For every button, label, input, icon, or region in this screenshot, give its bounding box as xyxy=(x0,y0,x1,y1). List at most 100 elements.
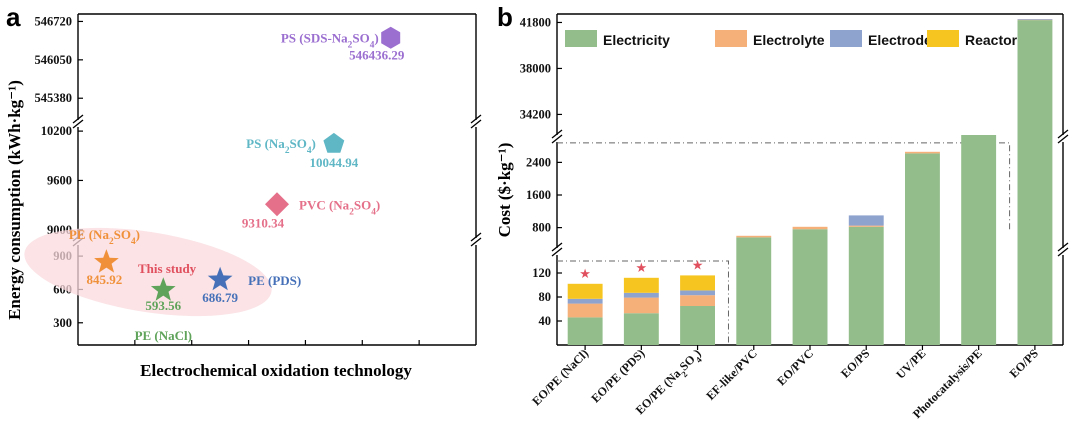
panel-a-xlabel: Electrochemical oxidation technology xyxy=(140,361,412,380)
bar-segment-electricity xyxy=(623,313,659,345)
category-label-group: UV/PE xyxy=(893,346,928,381)
right-axis-break xyxy=(470,232,482,242)
bar-segment-reactor xyxy=(680,275,715,291)
y-tick-label: 545380 xyxy=(35,91,73,105)
panel-b-legend: Electricity Electrolyte Electrode Reactor xyxy=(565,30,1018,48)
point-marker xyxy=(323,132,345,153)
category-label: EO/PS xyxy=(1007,346,1042,381)
category-label: EF-like/PVC xyxy=(703,346,760,403)
y-axis-break xyxy=(72,119,84,129)
point-marker xyxy=(94,249,119,273)
y-tick-label: 2400 xyxy=(526,155,551,169)
bar-segment-reactor xyxy=(623,277,659,293)
panel-a-letter: a xyxy=(6,2,21,32)
y-tick-label: 10200 xyxy=(41,124,72,138)
y-tick-label: 38000 xyxy=(520,61,551,75)
star-marker: ★ xyxy=(579,266,591,281)
point-name-label: PE (Na2SO4) xyxy=(69,227,140,247)
panel-a-frame xyxy=(72,13,482,346)
category-label: EO/PVC xyxy=(774,346,816,388)
right-axis-break xyxy=(1057,129,1069,139)
right-axis-break xyxy=(1057,134,1069,144)
y-tick-label: 800 xyxy=(532,221,551,235)
panel-b: b 40 80 120 800 1600 2400 34200 38000 41800 ★ ★ ★ … xyxy=(495,2,1069,421)
y-tick-label: 1600 xyxy=(526,188,551,202)
bar-segment-electricity xyxy=(736,237,772,345)
category-label-group: EO/PS xyxy=(838,346,873,381)
y-tick-label: 9600 xyxy=(47,173,72,187)
panel-a-ylabel: Energy consumption (kWh·kg⁻¹) xyxy=(5,80,24,320)
panel-b-bars: ★ ★ ★ xyxy=(567,19,1053,345)
y-tick-label: 40 xyxy=(539,314,552,328)
point-value-label: 10044.94 xyxy=(309,155,358,170)
point-name-label: PE (PDS) xyxy=(248,273,301,288)
y-axis-break xyxy=(551,129,563,139)
point-marker xyxy=(265,192,289,217)
star-marker: ★ xyxy=(692,257,704,272)
right-axis-break xyxy=(470,237,482,247)
y-tick-label: 120 xyxy=(532,266,551,280)
point-value-label: 593.56 xyxy=(145,298,181,313)
legend-label: Electricity xyxy=(603,32,670,48)
right-axis-break xyxy=(470,114,482,124)
this-study-ellipse xyxy=(24,227,272,317)
legend-swatch xyxy=(565,30,597,47)
right-axis-break xyxy=(470,119,482,129)
point-value-label: 845.92 xyxy=(87,272,123,287)
y-axis-break xyxy=(72,114,84,124)
category-label-group: EO/PE (PDS) xyxy=(588,346,647,405)
bar-segment-electrode xyxy=(1017,19,1053,20)
legend-label: Electrode xyxy=(868,32,932,48)
guide-frame-mid xyxy=(557,142,1011,230)
y-tick-label: 546050 xyxy=(35,53,73,67)
panel-b-ticks: 40 80 120 800 1600 2400 34200 38000 41800 xyxy=(520,15,1036,350)
point-name-label: PS (Na2SO4) xyxy=(246,136,316,156)
bar-segment-electrode xyxy=(848,215,884,226)
bar-segment-electricity xyxy=(680,306,715,345)
bar-segment-electrolyte xyxy=(567,303,603,318)
bar-segment-electrolyte xyxy=(792,226,828,230)
panel-a-points: PE (Na2SO4) 845.92 PE (NaCl) 593.56 PE (PDS)… xyxy=(69,26,405,343)
y-axis-break xyxy=(551,134,563,144)
y-tick-label: 300 xyxy=(53,316,72,330)
category-label: EO/PS xyxy=(838,346,873,381)
legend-label: Reactor xyxy=(965,32,1018,48)
bar-segment-electricity xyxy=(792,229,828,345)
category-label: EO/PE (PDS) xyxy=(588,346,647,405)
point-marker xyxy=(150,277,176,301)
point-name-label: PVC (Na2SO4) xyxy=(299,197,380,217)
legend-swatch xyxy=(927,30,959,47)
bar-segment-electrolyte xyxy=(623,297,659,314)
bar-segment-electricity xyxy=(961,135,997,345)
bar-segment-electricity xyxy=(1017,20,1053,345)
panel-b-letter: b xyxy=(497,2,513,32)
point-name-label: PE (NaCl) xyxy=(135,328,192,343)
point-value-label: 686.79 xyxy=(202,290,238,305)
y-tick-label: 41800 xyxy=(520,15,551,29)
legend-swatch xyxy=(830,30,862,47)
legend-swatch xyxy=(715,30,747,47)
point-value-label: 9310.34 xyxy=(242,215,285,230)
bar-segment-electrolyte xyxy=(680,295,715,306)
bar-segment-reactor xyxy=(567,283,603,299)
panel-b-ylabel: Cost ($·kg⁻¹) xyxy=(495,143,514,238)
bar-segment-electrode xyxy=(623,292,659,298)
bar-segment-electrode xyxy=(567,298,603,304)
y-tick-label: 34200 xyxy=(520,107,551,121)
category-label-group: EO/PE (NaCl) xyxy=(529,346,591,408)
right-axis-break xyxy=(1057,242,1069,252)
point-name-label: PS (SDS-Na2SO4) xyxy=(281,31,379,51)
point-marker xyxy=(207,266,233,291)
panel-a: a 30060090090009600102005453805460505467… xyxy=(5,2,482,380)
panel-b-categories: EO/PE (NaCl)EO/PE (PDS)EO/PE (Na2SO4) EF-… xyxy=(529,346,1041,421)
category-label-group: EO/PS xyxy=(1007,346,1042,381)
bar-segment-electricity xyxy=(905,153,940,345)
y-tick-label: 546720 xyxy=(35,14,73,28)
y-axis-break xyxy=(551,242,563,252)
category-label-group: EF-like/PVC xyxy=(703,346,760,403)
right-axis-break xyxy=(1057,247,1069,257)
category-label: UV/PE xyxy=(893,346,928,381)
point-marker xyxy=(381,26,401,49)
bar-segment-electricity xyxy=(848,226,884,345)
